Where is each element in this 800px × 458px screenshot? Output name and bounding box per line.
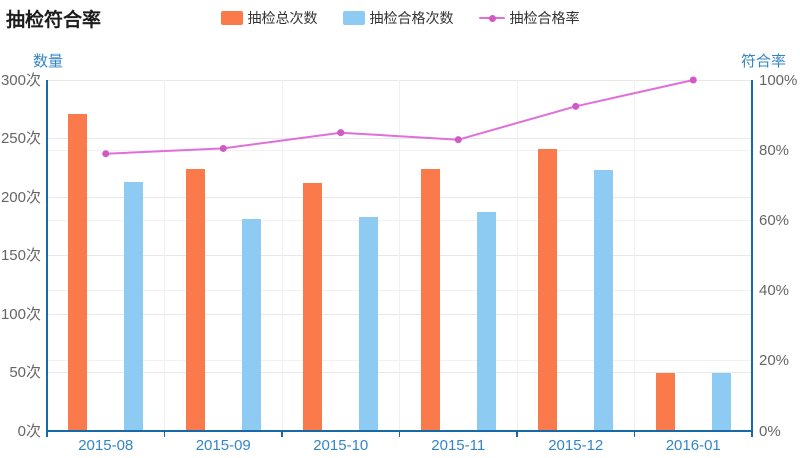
x-tickmark [163, 432, 166, 437]
rate-point-2015-12[interactable] [572, 102, 580, 110]
right-tick-20%: 20% [759, 352, 790, 370]
gridline-vertical [634, 80, 635, 431]
bar-total[interactable] [68, 113, 88, 431]
left-tick-300次: 300次 [0, 71, 41, 89]
right-tick-40%: 40% [759, 282, 790, 300]
gridline-vertical [164, 80, 165, 431]
legend-label: 抽检合格率 [509, 10, 580, 26]
left-tick-200次: 200次 [0, 188, 41, 206]
legend-dot-icon [488, 15, 496, 22]
rate-point-2015-10[interactable] [337, 129, 345, 137]
x-label-2015-11: 2015-11 [431, 437, 486, 454]
right-tick-80%: 80% [759, 141, 790, 159]
rate-point-2015-08[interactable] [102, 150, 110, 158]
right-tick-100%: 100% [759, 71, 798, 89]
x-tickmark [398, 432, 401, 437]
bar-passed[interactable] [359, 216, 379, 431]
x-tickmark [46, 432, 48, 437]
left-tick-50次: 50次 [9, 364, 41, 381]
bar-passed[interactable] [594, 170, 614, 431]
bar-passed[interactable] [476, 212, 496, 431]
legend-line-dot-icon [478, 11, 505, 25]
right-tick-0%: 0% [759, 422, 781, 440]
plot-area [47, 76, 752, 431]
bar-total[interactable] [303, 182, 323, 431]
x-tickmark [516, 432, 518, 437]
bar-passed[interactable] [241, 219, 261, 431]
x-label-2015-12: 2015-12 [548, 437, 604, 454]
legend-swatch-icon [220, 11, 243, 25]
bar-total[interactable] [420, 168, 440, 431]
gridline-vertical [516, 80, 518, 431]
x-tickmark [281, 432, 283, 437]
x-label-2015-09: 2015-09 [195, 437, 251, 454]
chart-title: 抽检符合率 [6, 10, 102, 31]
gridline-vertical [281, 80, 283, 431]
x-label-2016-01: 2016-01 [665, 437, 721, 454]
left-tick-0次: 0次 [17, 422, 41, 440]
legend-item-抽检合格次数[interactable]: 抽检合格次数 [342, 8, 454, 28]
x-axis-line [46, 430, 753, 432]
bar-total[interactable] [655, 372, 675, 431]
bar-passed[interactable] [711, 372, 731, 431]
legend: 抽检总次数 抽检合格次数 抽检合格率 [0, 8, 800, 28]
left-axis-name: 数量 [33, 53, 64, 70]
bar-total[interactable] [185, 168, 205, 431]
x-label-2015-08: 2015-08 [78, 437, 134, 454]
left-tick-250次: 250次 [0, 130, 41, 147]
x-tickmark [751, 432, 753, 437]
left-tick-100次: 100次 [0, 305, 41, 323]
left-tick-150次: 150次 [0, 247, 41, 264]
right-axis-line [751, 80, 753, 432]
x-label-2015-10: 2015-10 [313, 437, 369, 454]
bar-passed[interactable] [124, 181, 144, 431]
x-tickmark [633, 432, 636, 437]
legend-item-抽检合格率[interactable]: 抽检合格率 [478, 8, 580, 28]
right-axis-name: 符合率 [740, 53, 786, 70]
legend-label: 抽检总次数 [247, 10, 318, 26]
right-tick-60%: 60% [759, 211, 790, 229]
bar-total[interactable] [538, 149, 558, 431]
rate-point-2015-09[interactable] [219, 144, 227, 152]
legend-item-抽检总次数[interactable]: 抽检总次数 [220, 8, 318, 28]
left-axis-line [46, 80, 48, 432]
legend-swatch-icon [342, 11, 365, 25]
gridline-vertical [399, 80, 400, 431]
legend-label: 抽检合格次数 [369, 10, 454, 26]
